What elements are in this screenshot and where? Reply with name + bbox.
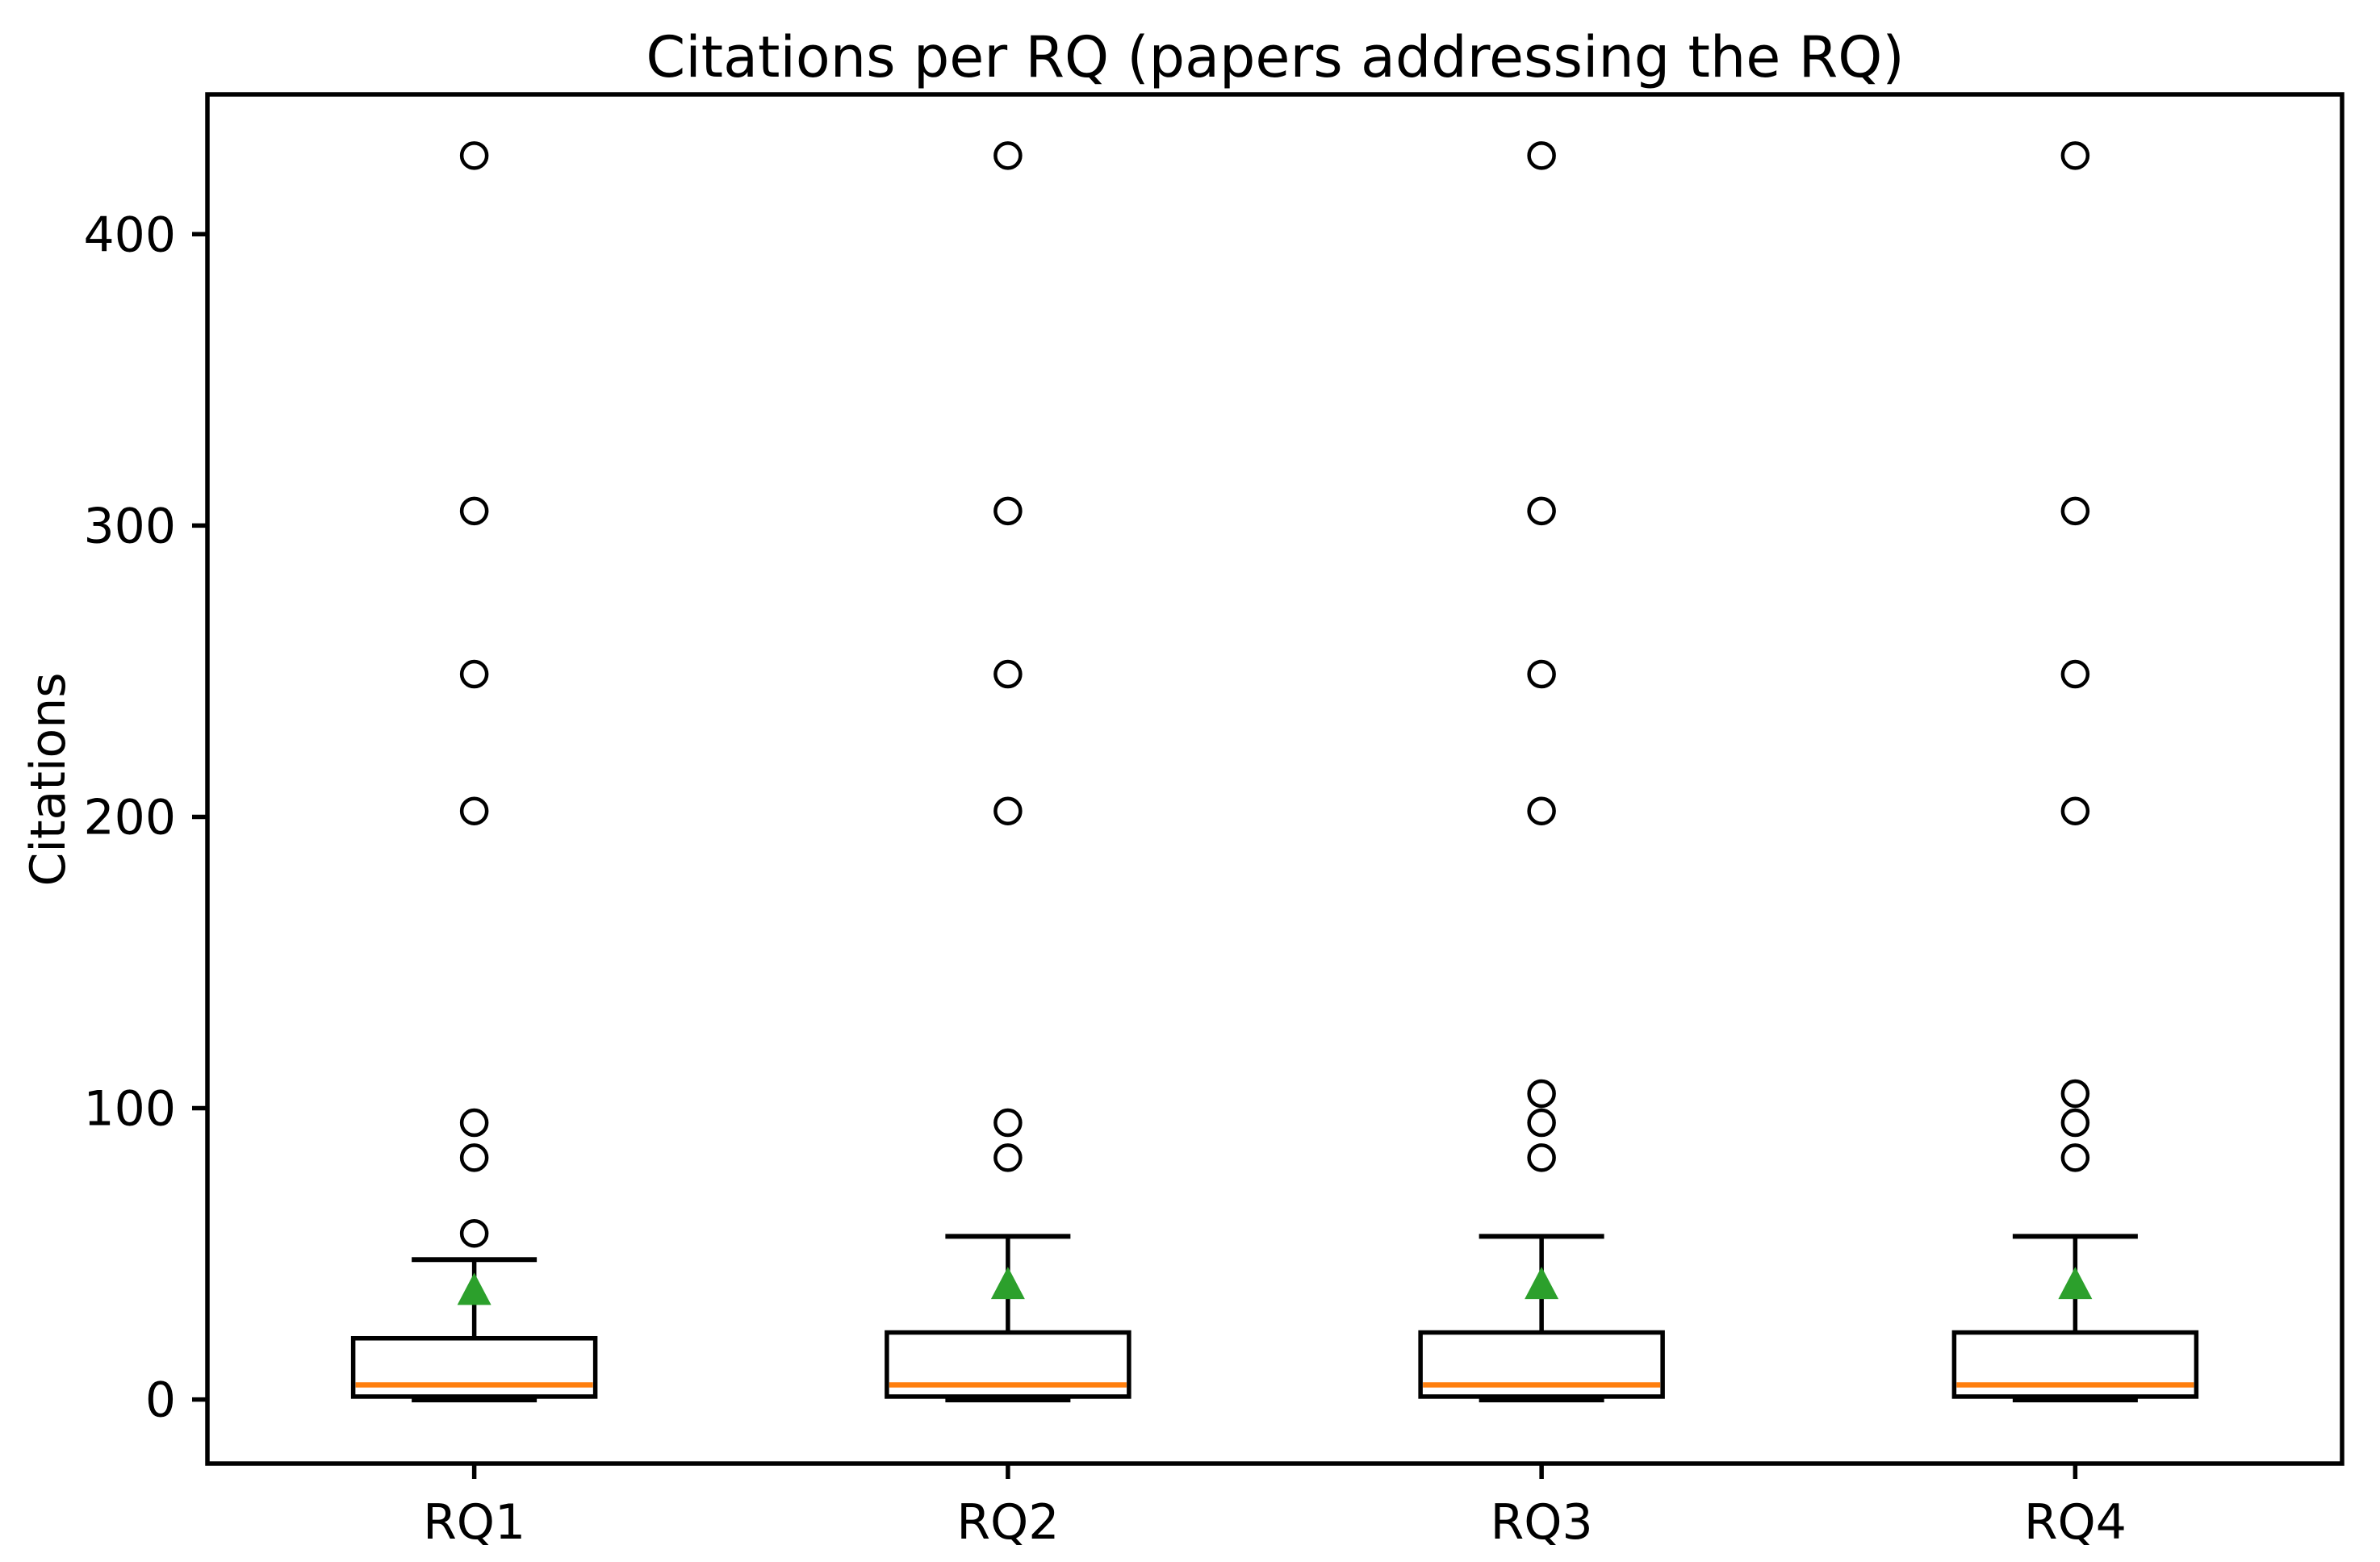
boxplot-rq4-outlier-point bbox=[2060, 141, 2090, 170]
boxplot-rq4-outlier-point bbox=[2060, 1079, 2090, 1109]
boxplot-rq3-outlier-point bbox=[1527, 1143, 1556, 1172]
boxplot-rq2-outlier-point bbox=[993, 1143, 1023, 1172]
boxplot-rq1-outlier-point bbox=[459, 496, 489, 526]
y-tick-label: 200 bbox=[83, 789, 176, 846]
boxplot-rq2-outlier-point bbox=[993, 796, 1023, 825]
x-tick-label: RQ1 bbox=[423, 1494, 525, 1551]
boxplot-rq3-outlier-point bbox=[1527, 496, 1556, 526]
boxplot-rq2-outlier-point bbox=[993, 659, 1023, 689]
x-tick-label: RQ3 bbox=[1491, 1494, 1593, 1551]
boxplot-rq4-outlier-point bbox=[2060, 1108, 2090, 1138]
boxplot-rq3-outlier-point bbox=[1527, 1108, 1556, 1138]
boxplot-rq4-outlier-point bbox=[2060, 1143, 2090, 1172]
boxplot-rq1-mean-marker bbox=[457, 1272, 491, 1305]
boxplot-rq1-outlier-point bbox=[459, 659, 489, 689]
boxplot-rq1-outlier-point bbox=[459, 796, 489, 825]
boxplot-rq2-box bbox=[885, 1330, 1131, 1399]
boxplot-rq1-outlier-point bbox=[459, 1143, 489, 1172]
y-tick-label: 400 bbox=[83, 207, 176, 263]
boxplot-rq4-outlier-point bbox=[2060, 796, 2090, 825]
boxplot-rq3-outlier-point bbox=[1527, 659, 1556, 689]
boxplot-rq1-outlier-point bbox=[459, 1108, 489, 1138]
y-tick-label: 0 bbox=[145, 1372, 176, 1429]
boxplot-rq3-outlier-point bbox=[1527, 1079, 1556, 1109]
y-axis-label: Citations bbox=[20, 672, 77, 886]
y-tick-label: 300 bbox=[83, 498, 176, 554]
boxplot-rq2-mean-marker bbox=[990, 1267, 1025, 1300]
chart-title: Citations per RQ (papers addressing the … bbox=[646, 24, 1904, 90]
boxplot-rq1-outlier-point bbox=[459, 141, 489, 170]
boxplot-rq3-outlier-point bbox=[1527, 141, 1556, 170]
boxplot-rq3-outlier-point bbox=[1527, 796, 1556, 825]
boxplot-rq3-mean-marker bbox=[1525, 1267, 1559, 1300]
boxplot-rq1-box bbox=[350, 1335, 598, 1399]
boxplot-rq3-box bbox=[1418, 1330, 1665, 1399]
boxplot-rq4-box bbox=[1951, 1330, 2199, 1399]
plot-frame bbox=[205, 92, 2344, 1466]
x-tick-label: RQ2 bbox=[956, 1494, 1059, 1551]
x-tick-label: RQ4 bbox=[2024, 1494, 2127, 1551]
boxplot-rq4-outlier-point bbox=[2060, 659, 2090, 689]
y-tick-label: 100 bbox=[83, 1081, 176, 1138]
boxplot-rq2-outlier-point bbox=[993, 496, 1023, 526]
boxplot-rq1-outlier-point bbox=[459, 1219, 489, 1248]
plot-area: 0 100 200 300 400 RQ1 RQ2 RQ3 RQ4 bbox=[83, 92, 2344, 1551]
boxplot-rq4-mean-marker bbox=[2058, 1267, 2093, 1300]
boxplot-rq2-outlier-point bbox=[993, 1108, 1023, 1138]
boxplot-rq2-outlier-point bbox=[993, 141, 1023, 170]
boxplot-rq4-outlier-point bbox=[2060, 496, 2090, 526]
